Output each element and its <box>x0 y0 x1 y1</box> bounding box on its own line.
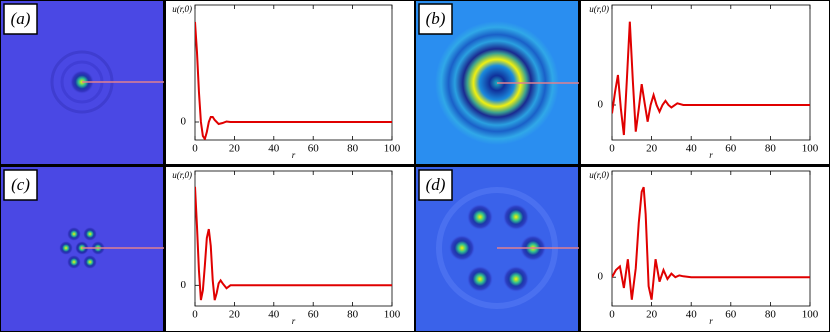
x-axis-label: r <box>709 150 713 160</box>
plot-panel <box>164 165 416 332</box>
x-axis-label: r <box>292 150 296 160</box>
cut-lines <box>82 81 579 249</box>
y-tick-label: 0 <box>598 271 604 283</box>
panel-label: (c) <box>11 175 30 194</box>
x-tick-label: 80 <box>347 309 359 321</box>
axes-frame <box>611 170 811 307</box>
x-tick-label: 80 <box>765 143 777 155</box>
x-tick-label: 60 <box>725 309 737 321</box>
plot-area <box>195 186 392 301</box>
plot-panel <box>579 0 830 166</box>
plot-panel <box>164 0 416 166</box>
x-tick-label: 100 <box>384 143 401 155</box>
x-tick-label: 100 <box>384 309 401 321</box>
axes-frame <box>194 170 393 307</box>
y-tick-label: 0 <box>181 116 187 128</box>
panel: 0 20 40 60 80 100 0 u(r,0) r (a) <box>3 0 416 166</box>
x-tick-label: 80 <box>765 309 777 321</box>
curve <box>195 186 392 301</box>
panel-label: (b) <box>426 9 446 28</box>
x-tick-label: 40 <box>686 143 698 155</box>
x-tick-label: 40 <box>268 309 280 321</box>
y-tick-label: 0 <box>181 279 187 291</box>
x-tick-label: 40 <box>268 143 280 155</box>
y-axis-label: u(r,0) <box>589 4 609 14</box>
panel: 0 20 40 60 80 100 0 u(r,0) r (b) <box>418 0 830 166</box>
x-tick-label: 100 <box>802 143 819 155</box>
plot-panel <box>579 165 830 332</box>
plot-area <box>612 21 810 136</box>
panel-label-box <box>3 3 38 35</box>
y-axis-label: u(r,0) <box>589 170 609 180</box>
plot-area <box>195 21 392 140</box>
x-tick-label: 0 <box>192 309 198 321</box>
x-tick-label: 0 <box>192 143 198 155</box>
curve <box>612 21 810 136</box>
x-tick-label: 60 <box>308 143 320 155</box>
x-tick-label: 0 <box>609 143 615 155</box>
panel-label: (d) <box>426 175 446 194</box>
curve <box>195 21 392 140</box>
panel-label-box <box>418 169 453 201</box>
panel-label-box <box>3 169 38 201</box>
x-tick-label: 100 <box>802 309 819 321</box>
panel-label-box <box>418 3 453 35</box>
x-tick-label: 60 <box>308 309 320 321</box>
y-axis-label: u(r,0) <box>172 4 192 14</box>
axes-frame <box>611 4 811 141</box>
axes-frame <box>194 4 393 141</box>
x-tick-label: 20 <box>229 143 241 155</box>
panel: 0 20 40 60 80 100 0 u(r,0) r (d) <box>418 165 830 332</box>
x-tick-label: 20 <box>229 309 241 321</box>
x-axis-label: r <box>292 316 296 326</box>
x-tick-label: 20 <box>646 143 658 155</box>
x-tick-label: 80 <box>347 143 359 155</box>
x-tick-label: 40 <box>686 309 698 321</box>
x-tick-label: 0 <box>609 309 615 321</box>
x-axis-label: r <box>709 316 713 326</box>
panel: 0 20 40 60 80 100 0 u(r,0) r (c) <box>3 165 416 332</box>
curve <box>612 186 810 300</box>
y-axis-label: u(r,0) <box>172 170 192 180</box>
y-tick-label: 0 <box>598 99 604 111</box>
panel-label: (a) <box>11 9 31 28</box>
x-tick-label: 20 <box>646 309 658 321</box>
plot-area <box>612 186 810 300</box>
x-tick-label: 60 <box>725 143 737 155</box>
